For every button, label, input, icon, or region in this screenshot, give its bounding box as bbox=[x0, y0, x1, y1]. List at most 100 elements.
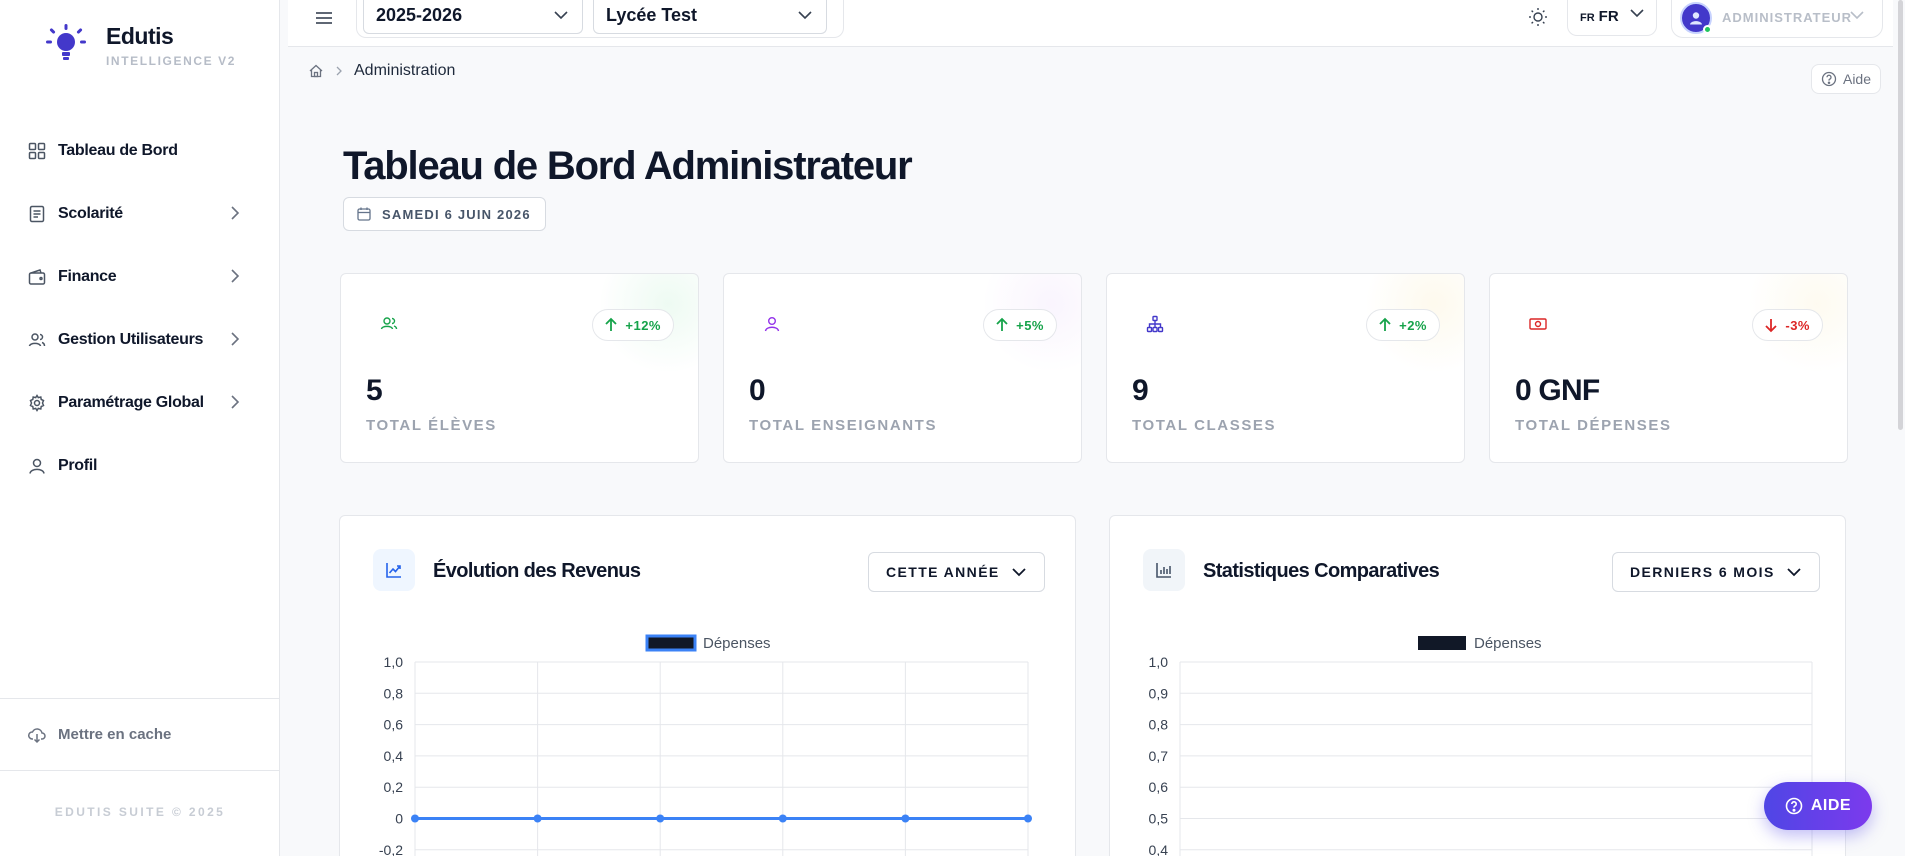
sidebar-item-tableau-de-bord[interactable]: Tableau de Bord bbox=[0, 119, 280, 182]
online-status-dot bbox=[1703, 24, 1712, 34]
chevron-down-icon bbox=[554, 11, 568, 20]
sidebar-item-parametrage-global[interactable]: Paramétrage Global bbox=[0, 371, 280, 434]
revenue-chart-card: Évolution des Revenus CETTE ANNÉE Dépens… bbox=[339, 515, 1076, 856]
brand-subtitle: INTELLIGENCE V2 bbox=[106, 54, 237, 68]
avatar bbox=[1680, 1, 1712, 34]
chart-legend: Dépenses bbox=[645, 634, 771, 652]
chevron-down-icon bbox=[798, 11, 812, 20]
grid-icon bbox=[28, 142, 46, 160]
brand-name: Edutis bbox=[106, 23, 174, 49]
data-point bbox=[901, 814, 910, 823]
sidebar-nav: Tableau de Bord Scolarité Finance Gestio… bbox=[0, 119, 280, 497]
stat-value: 0 GNF bbox=[1515, 374, 1600, 407]
stat-card-enseignants[interactable]: +5% 0 TOTAL ENSEIGNANTS bbox=[723, 273, 1082, 463]
comparative-bar-chart: Dépenses 1,0 0,9 0,8 0,7 0,6 0,5 0,4 bbox=[1149, 635, 1813, 856]
hierarchy-icon bbox=[1146, 315, 1164, 333]
language-select[interactable]: FR FR bbox=[1567, 0, 1657, 36]
y-tick-label: 0,4 bbox=[1149, 842, 1169, 856]
theme-toggle-sun-icon[interactable] bbox=[1527, 6, 1549, 28]
chevron-right-icon bbox=[231, 395, 240, 409]
date-badge: SAMEDI 6 JUIN 2026 bbox=[343, 197, 546, 231]
period-value: CETTE ANNÉE bbox=[886, 564, 1000, 580]
gear-icon bbox=[28, 393, 46, 412]
sidebar-item-label: Profil bbox=[58, 456, 98, 474]
trend-badge: +2% bbox=[1366, 309, 1440, 341]
stat-card-classes[interactable]: +2% 9 TOTAL CLASSES bbox=[1106, 273, 1465, 463]
sidebar-item-label: Paramétrage Global bbox=[58, 393, 204, 411]
chart-title: Statistiques Comparatives bbox=[1203, 560, 1440, 582]
page-scrollbar[interactable] bbox=[1898, 0, 1903, 430]
y-tick-label: 0,9 bbox=[1149, 685, 1169, 701]
help-button[interactable]: Aide bbox=[1811, 64, 1881, 94]
hamburger-menu-icon[interactable] bbox=[312, 6, 336, 30]
school-year-select[interactable]: 2025-2026 bbox=[363, 0, 583, 34]
fab-label: AIDE bbox=[1810, 797, 1852, 814]
breadcrumb-current: Administration bbox=[354, 62, 456, 79]
user-menu[interactable]: ADMINISTRATEUR bbox=[1671, 0, 1883, 38]
y-tick-label: 0,6 bbox=[384, 717, 404, 733]
brand[interactable]: Edutis INTELLIGENCE V2 bbox=[44, 22, 236, 68]
y-tick-label: 1,0 bbox=[384, 654, 404, 670]
chevron-right-icon bbox=[231, 206, 240, 220]
page-title: Tableau de Bord Administrateur bbox=[343, 144, 913, 188]
stat-card-eleves[interactable]: +12% 5 TOTAL ÉLÈVES bbox=[340, 273, 699, 463]
chart-legend: Dépenses bbox=[1418, 635, 1542, 652]
comparative-chart-card: Statistiques Comparatives DERNIERS 6 MOI… bbox=[1109, 515, 1846, 856]
sidebar-item-gestion-utilisateurs[interactable]: Gestion Utilisateurs bbox=[0, 308, 280, 371]
users-icon bbox=[380, 317, 398, 330]
stat-value: 9 bbox=[1132, 374, 1149, 407]
chevron-right-icon bbox=[336, 66, 342, 76]
users-icon bbox=[28, 331, 46, 349]
y-tick-label: 0,8 bbox=[1149, 717, 1169, 733]
user-icon bbox=[28, 457, 46, 475]
user-icon bbox=[764, 317, 780, 332]
sidebar-item-label: Scolarité bbox=[58, 204, 123, 222]
period-select[interactable]: CETTE ANNÉE bbox=[868, 552, 1045, 592]
cache-label: Mettre en cache bbox=[58, 726, 172, 743]
trend-value: +5% bbox=[1016, 317, 1044, 333]
y-tick-label: 0,2 bbox=[384, 779, 404, 795]
trend-value: +12% bbox=[625, 317, 661, 333]
y-tick-label: 1,0 bbox=[1149, 654, 1169, 670]
school-year-value: 2025-2026 bbox=[376, 5, 463, 25]
breadcrumb: Administration bbox=[308, 62, 455, 80]
cache-button[interactable]: Mettre en cache bbox=[0, 699, 280, 771]
sidebar-item-finance[interactable]: Finance bbox=[0, 245, 280, 308]
stat-card-depenses[interactable]: -3% 0 GNF TOTAL DÉPENSES bbox=[1489, 273, 1848, 463]
floating-help-button[interactable]: AIDE bbox=[1764, 782, 1872, 830]
sidebar-item-label: Finance bbox=[58, 267, 117, 285]
stat-label: TOTAL DÉPENSES bbox=[1515, 417, 1672, 434]
y-tick-label: 0,4 bbox=[384, 748, 404, 764]
sidebar: Edutis INTELLIGENCE V2 Tableau de Bord S… bbox=[0, 0, 280, 856]
arrow-up-icon bbox=[605, 317, 618, 331]
sidebar-item-profil[interactable]: Profil bbox=[0, 434, 280, 497]
school-value: Lycée Test bbox=[606, 5, 698, 25]
current-date: SAMEDI 6 JUIN 2026 bbox=[382, 206, 531, 222]
legend-swatch bbox=[645, 634, 697, 652]
cloud-download-icon bbox=[28, 727, 46, 743]
stat-label: TOTAL ÉLÈVES bbox=[366, 417, 497, 434]
school-select[interactable]: Lycée Test bbox=[593, 0, 827, 34]
trend-value: +2% bbox=[1399, 317, 1427, 333]
sidebar-item-scolarite[interactable]: Scolarité bbox=[0, 182, 280, 245]
calendar-icon bbox=[357, 207, 371, 221]
stat-label: TOTAL CLASSES bbox=[1132, 417, 1277, 434]
y-tick-label: -0,2 bbox=[379, 842, 403, 856]
legend-swatch bbox=[1418, 636, 1466, 650]
trend-badge: -3% bbox=[1752, 309, 1823, 341]
legend-label: Dépenses bbox=[703, 635, 771, 652]
question-circle-icon bbox=[1785, 797, 1803, 815]
data-point bbox=[778, 814, 787, 823]
period-select[interactable]: DERNIERS 6 MOIS bbox=[1612, 552, 1820, 592]
stat-label: TOTAL ENSEIGNANTS bbox=[749, 417, 938, 434]
stat-value: 0 bbox=[749, 374, 766, 407]
document-icon bbox=[28, 205, 46, 223]
banknote-icon bbox=[1529, 318, 1547, 330]
legend-label: Dépenses bbox=[1474, 635, 1542, 652]
period-value: DERNIERS 6 MOIS bbox=[1630, 564, 1775, 580]
data-point bbox=[1024, 814, 1032, 823]
help-label: Aide bbox=[1842, 71, 1872, 87]
home-icon[interactable] bbox=[308, 63, 324, 79]
y-tick-label: 0,6 bbox=[1149, 779, 1169, 795]
y-tick-label: 0 bbox=[395, 811, 403, 827]
